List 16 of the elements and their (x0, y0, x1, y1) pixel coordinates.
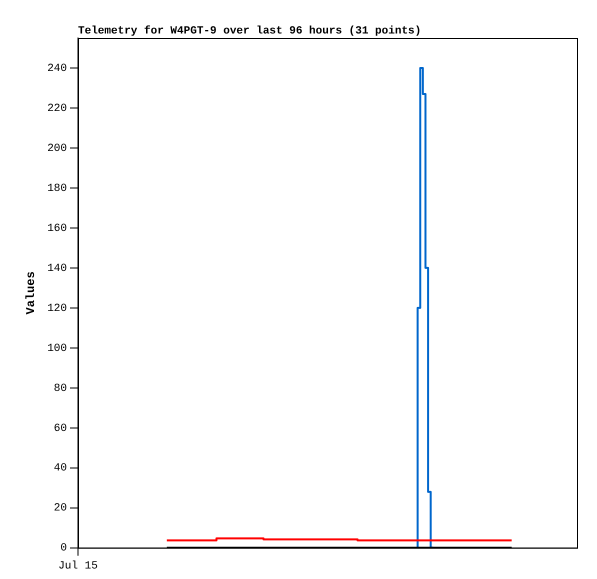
y-tick-label: 0 (60, 542, 67, 555)
y-tick-label: 160 (47, 222, 67, 235)
y-tick-label: 200 (47, 142, 67, 155)
x-tick-label: Jul 15 (58, 560, 98, 572)
y-tick-label: 40 (54, 462, 67, 475)
y-tick-label: 60 (54, 422, 67, 435)
y-tick-label: 240 (47, 62, 67, 75)
y-tick-label: 100 (47, 342, 67, 355)
y-tick-label: 20 (54, 502, 67, 515)
y-tick-label: 140 (47, 262, 67, 275)
y-tick-label: 120 (47, 302, 67, 315)
y-tick-label: 80 (54, 382, 67, 395)
y-axis-title: Values (24, 271, 38, 315)
y-tick-label: 220 (47, 102, 67, 115)
y-tick-label: 180 (47, 182, 67, 195)
chart-title: Telemetry for W4PGT-9 over last 96 hours (31 points) (78, 24, 422, 38)
